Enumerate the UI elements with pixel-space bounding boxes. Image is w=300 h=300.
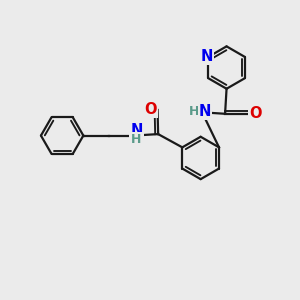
Text: N: N — [199, 103, 211, 118]
Text: N: N — [130, 123, 142, 138]
Text: N: N — [201, 49, 213, 64]
Text: O: O — [145, 102, 157, 117]
Text: H: H — [189, 105, 200, 118]
Text: H: H — [131, 133, 142, 146]
Text: O: O — [250, 106, 262, 121]
